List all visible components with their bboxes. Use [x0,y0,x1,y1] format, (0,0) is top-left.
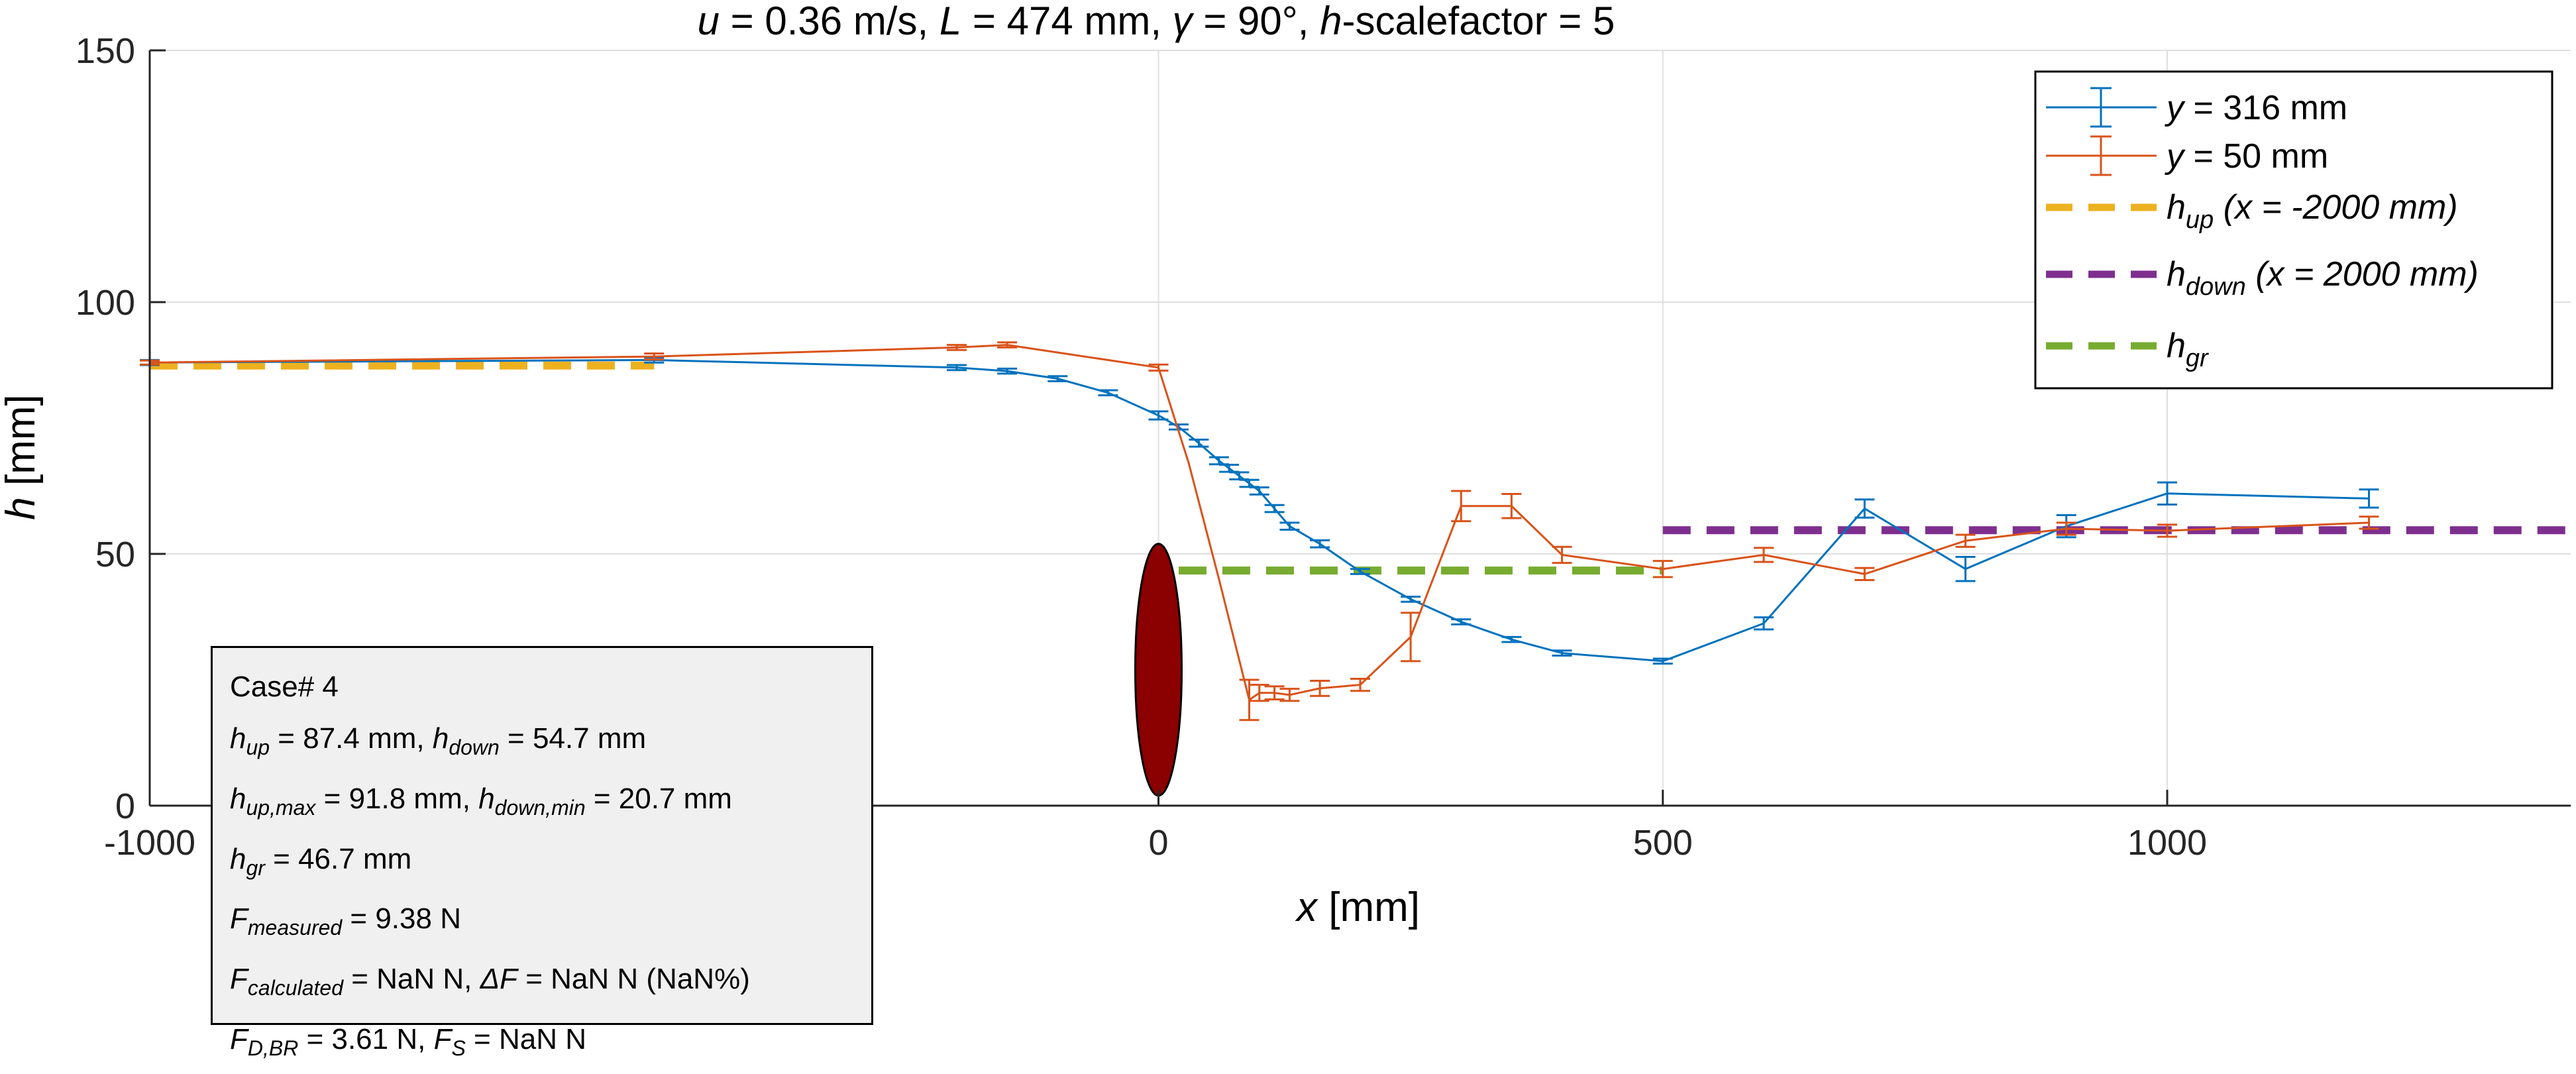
info-h-down-value: = 54.7 mm [499,722,647,755]
legend-entry-series-0: y = 316 mm [2046,87,2347,128]
x-axis-label: x [mm] [1295,885,1420,930]
legend-box [2034,70,2553,390]
x-tick-label-0: -1000 [104,823,195,863]
info-case-label: Case# 4 [230,671,339,703]
obstacle-ellipse [1134,543,1183,797]
legend-label-h-gr: hgr [2167,327,2209,372]
series-line-1 [149,344,2369,702]
info-h-up-value: = 87.4 mm, [270,722,433,755]
x-tick-label-1: 0 [1148,823,1168,863]
info-h-gr: hgr = 46.7 mm [230,842,412,880]
legend-entry-series-1: y = 50 mm [2046,135,2328,176]
legend-entry-h-gr: hgr [2046,327,2209,372]
x-tick-label-2: 500 [1633,823,1693,863]
y-tick-label-0: 0 [115,786,135,826]
info-f-d-br-value: = 3.61 N, [298,1022,434,1055]
info-forces: FD,BR = 3.61 N, FS = NaN N [230,1022,586,1060]
legend-entry-h-up: hup (x = -2000 mm) [2046,188,2458,234]
y-axis-label: h [mm] [0,394,44,519]
y-tick-label-2: 100 [76,283,135,323]
y-tick-label-1: 50 [95,535,135,574]
x-tick-label-3: 1000 [2127,823,2207,863]
info-h-up-down: hup = 87.4 mm, hdown = 54.7 mm [230,722,647,759]
chart-title: u = 0.36 m/s, L = 474 mm, γ = 90°, h-sca… [698,0,1615,43]
info-f-measured: Fmeasured = 9.38 N [230,902,461,940]
legend-label-series-0: y = 316 mm [2165,89,2347,127]
legend-label-h-up: hup (x = -2000 mm) [2167,188,2458,234]
info-f-measured-value: = 9.38 N [342,902,461,936]
y-tick-label-3: 150 [76,31,135,71]
series-layer [140,341,2379,722]
case-info-box: Case# 4 hup = 87.4 mm, hdown = 54.7 mm h… [211,646,873,1060]
info-h-gr-value: = 46.7 mm [264,842,412,875]
legend-label-h-down: hdown (x = 2000 mm) [2167,255,2479,301]
info-f-calculated: Fcalculated = NaN N, ΔF = NaN N (NaN%) [230,963,750,1000]
info-delta-f-value: = NaN N (NaN%) [517,963,750,996]
legend: y = 316 mm y = 50 mm hup (x = -2000 mm) … [2034,70,2553,390]
info-h-up-max-value: = 91.8 mm, [315,782,479,815]
obstacle-layer [1134,543,1183,797]
info-f-calculated-value: = NaN N, [343,963,480,996]
legend-entry-h-down: hdown (x = 2000 mm) [2046,255,2479,301]
info-f-s-value: = NaN N [465,1022,586,1055]
legend-label-series-1: y = 50 mm [2165,137,2328,176]
info-h-extremes: hup,max = 91.8 mm, hdown,min = 20.7 mm [230,782,732,820]
info-h-down-min-value: = 20.7 mm [585,782,732,815]
